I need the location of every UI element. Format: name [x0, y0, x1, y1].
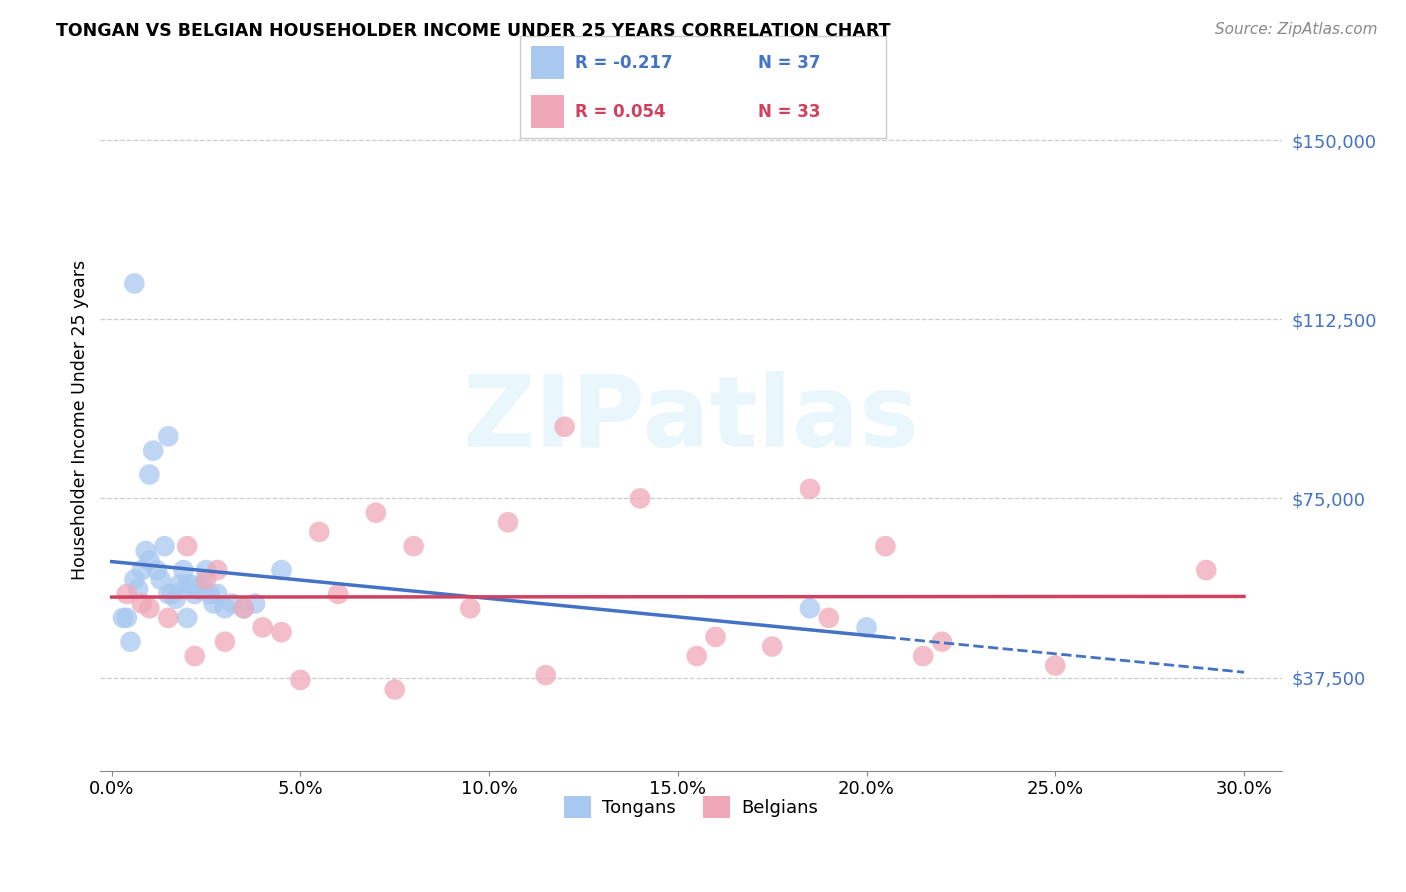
Point — [855, 620, 877, 634]
Point — [232, 601, 254, 615]
Text: N = 37: N = 37 — [758, 54, 820, 72]
Point — [628, 491, 651, 506]
Point — [195, 563, 218, 577]
Point — [138, 601, 160, 615]
Y-axis label: Householder Income Under 25 years: Householder Income Under 25 years — [72, 260, 89, 580]
Text: ZIPatlas: ZIPatlas — [463, 371, 920, 468]
Point — [176, 539, 198, 553]
Point — [195, 573, 218, 587]
Point — [176, 577, 198, 591]
Point — [232, 601, 254, 615]
Point — [124, 277, 146, 291]
Point — [554, 419, 576, 434]
Point — [172, 563, 194, 577]
Point — [183, 587, 205, 601]
Point — [221, 597, 243, 611]
Point — [146, 563, 169, 577]
Point — [157, 587, 180, 601]
Point — [458, 601, 481, 615]
Point — [931, 634, 953, 648]
Point — [290, 673, 312, 687]
Point — [169, 577, 191, 591]
Point — [191, 577, 214, 591]
Point — [326, 587, 349, 601]
Point — [187, 582, 209, 597]
Point — [138, 553, 160, 567]
Point — [384, 682, 406, 697]
Point — [183, 648, 205, 663]
Point — [142, 443, 165, 458]
Point — [131, 563, 153, 577]
Point — [120, 634, 142, 648]
Point — [198, 587, 221, 601]
Point — [115, 587, 138, 601]
Point — [214, 634, 236, 648]
Point — [252, 620, 274, 634]
Point — [202, 597, 225, 611]
Point — [402, 539, 425, 553]
Point — [157, 611, 180, 625]
Point — [243, 597, 266, 611]
Text: N = 33: N = 33 — [758, 103, 820, 120]
Point — [131, 597, 153, 611]
Point — [149, 573, 172, 587]
FancyBboxPatch shape — [531, 46, 564, 79]
Point — [180, 577, 202, 591]
Point — [704, 630, 727, 644]
Point — [270, 563, 292, 577]
Text: Source: ZipAtlas.com: Source: ZipAtlas.com — [1215, 22, 1378, 37]
Text: R = 0.054: R = 0.054 — [575, 103, 665, 120]
Point — [534, 668, 557, 682]
Point — [207, 587, 229, 601]
Point — [135, 544, 157, 558]
Legend: Tongans, Belgians: Tongans, Belgians — [557, 789, 825, 825]
Point — [364, 506, 387, 520]
Point — [799, 482, 821, 496]
Point — [124, 573, 146, 587]
Point — [912, 648, 935, 663]
Point — [686, 648, 709, 663]
Text: R = -0.217: R = -0.217 — [575, 54, 672, 72]
Point — [165, 591, 187, 606]
Point — [1045, 658, 1067, 673]
Point — [817, 611, 839, 625]
Point — [115, 611, 138, 625]
Point — [761, 640, 783, 654]
Point — [214, 601, 236, 615]
Point — [496, 516, 519, 530]
Point — [111, 611, 134, 625]
Point — [157, 429, 180, 443]
Point — [176, 611, 198, 625]
FancyBboxPatch shape — [531, 95, 564, 128]
Point — [207, 563, 229, 577]
Point — [160, 587, 183, 601]
Point — [875, 539, 897, 553]
Point — [153, 539, 176, 553]
Point — [1195, 563, 1218, 577]
Text: TONGAN VS BELGIAN HOUSEHOLDER INCOME UNDER 25 YEARS CORRELATION CHART: TONGAN VS BELGIAN HOUSEHOLDER INCOME UND… — [56, 22, 891, 40]
Point — [799, 601, 821, 615]
Point — [308, 524, 330, 539]
Point — [127, 582, 149, 597]
Point — [138, 467, 160, 482]
Point — [270, 625, 292, 640]
